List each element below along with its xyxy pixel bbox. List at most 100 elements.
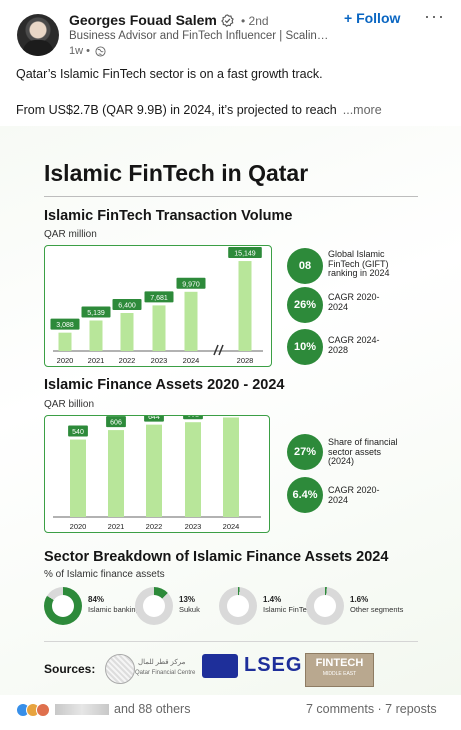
bar-2021 [89,320,103,351]
donut-pct-label: 1.6% [350,595,369,604]
section-title-finance-assets: Islamic Finance Assets 2020 - 2024 [44,377,285,393]
fintech-logo-word: FINTECH [315,657,364,669]
stat-label-cagr-2024-2028: CAGR 2024-2028 [328,335,380,355]
transaction-volume-chart-svg: 3,088 2020 5,139 2021 6,400 2022 7,681 2023 9,97… [50,247,263,365]
data-label-2022: 644 [148,416,160,421]
donut-sukuk [135,587,173,625]
data-label-box-2022 [112,299,142,310]
infographic-title: Islamic FinTech in Qatar [44,160,309,186]
data-label-box-2023 [144,291,174,303]
stat-label-cagr-2020-2024: CAGR 2020-2024 [328,292,380,312]
axis-break-mark [213,344,219,356]
bar-2021 [108,430,124,517]
x-tick-2022: 2022 [119,356,136,365]
bar-2023 [185,422,201,517]
bar-2020 [58,332,72,351]
section-unit-finance-assets: QAR billion [44,399,95,410]
x-tick-2024: 2024 [183,356,200,365]
data-label-box-2028 [228,247,262,259]
stat-circle-cagr-2024-2028: 10% [287,329,323,365]
data-label-box-2024 [176,277,206,289]
data-label-2024: 9,970 [182,281,200,288]
fintech-middle-east-logo: FINTECH MIDDLE EAST [305,653,374,687]
post-text-line-2-content: From US$2.7B (QAR 9.9B) in 2024, it’s pr… [16,103,337,117]
reactor-name-blurred[interactable] [55,704,109,715]
section-title-sector-breakdown: Sector Breakdown of Islamic Finance Asse… [44,549,389,565]
stat-label-assets-cagr: CAGR 2020-2024 [328,485,380,505]
data-label-box-2021 [106,416,126,428]
stat-circle-assets-cagr: 6.4% [287,477,323,513]
qfc-english-name: Qatar Financial Centre [135,670,196,676]
data-label-2020: 540 [72,429,84,436]
see-more-link[interactable]: ...more [342,103,382,117]
connection-degree: • 2nd [241,14,269,28]
bar-2024 [223,417,239,517]
love-reaction-icon[interactable] [36,703,50,717]
donut-islamic-banking [44,587,82,625]
sources-divider [44,641,418,642]
more-options-icon[interactable]: ··· [424,6,445,26]
lseg-logo: LSEG [244,654,303,676]
donut-pct-label: 13% [179,595,196,604]
data-label-box-2023 [183,416,203,420]
lseg-crest-icon [202,654,238,678]
bar-2028 [238,261,252,351]
qfc-logo-icon [105,654,135,684]
data-label-2023: 661 [187,416,199,419]
x-tick-2024: 2024 [223,522,240,531]
data-label-box-2022 [144,416,164,422]
stat-circle-share-of-assets: 27% [287,434,323,470]
bar-2022 [146,424,162,517]
section-unit-transaction-volume: QAR million [44,229,97,240]
social-counts-bar: and 88 others 7 comments · 7 reposts [0,698,461,724]
stat-circle-gift-ranking: 08 [287,248,323,284]
donut-pct-label: 1.4% [263,595,282,604]
finance-assets-chart: 54020206062021644202266120236942024 [44,415,270,533]
x-tick-2020: 2020 [70,522,87,531]
axis-break-mark [218,344,224,356]
post-text-line-2: From US$2.7B (QAR 9.9B) in 2024, it’s pr… [16,103,382,117]
comments-reposts-count[interactable]: 7 comments · 7 reposts [306,702,437,716]
reactions-others-count[interactable]: and 88 others [114,702,191,716]
data-label-2023: 7,681 [150,295,168,302]
stat-label-share-of-assets: Share of financial sector assets (2024) [328,437,398,466]
data-label-box-2021 [81,306,111,318]
data-label-2028: 15,149 [234,251,256,258]
verified-icon [221,14,234,27]
donut-pct-label: 84% [88,595,105,604]
donut-name-label: Sukuk [179,605,200,614]
x-tick-2023: 2023 [151,356,168,365]
donut-name-label: Islamic banking [88,605,140,614]
bar-2024 [184,291,198,351]
globe-icon [95,46,106,57]
stat-circle-cagr-2020-2024: 26% [287,287,323,323]
x-tick-2021: 2021 [108,522,125,531]
author-name[interactable]: Georges Fouad Salem [69,12,217,28]
x-tick-2023: 2023 [185,522,202,531]
x-tick-2028: 2028 [237,356,254,365]
qfc-arabic-name: مركز قطر للمال [138,659,186,666]
author-avatar[interactable] [17,14,59,56]
data-label-2022: 6,400 [118,303,136,310]
x-tick-2020: 2020 [57,356,74,365]
data-label-2021: 606 [110,420,122,427]
post-time: 1w • [69,45,90,57]
data-label-box-2020 [50,318,80,330]
sources-label: Sources: [44,662,96,676]
transaction-volume-chart: 3,088 2020 5,139 2021 6,400 2022 7,681 2023 9,97… [44,245,272,367]
x-tick-2021: 2021 [88,356,105,365]
section-unit-sector-breakdown: % of Islamic finance assets [44,569,165,580]
post-image-infographic[interactable]: Islamic FinTech in Qatar Islamic FinTech… [0,126,461,695]
title-divider [44,196,418,197]
follow-button[interactable]: + Follow [344,10,401,26]
x-tick-2022: 2022 [146,522,163,531]
stat-label-gift-ranking: Global Islamic FinTech (GIFT) ranking in… [328,249,390,278]
donut-other-segments [306,587,344,625]
post-text-line-1: Qatar’s Islamic FinTech sector is on a f… [16,67,323,81]
bar-2022 [120,313,134,351]
author-headline: Business Advisor and FinTech Influencer … [69,30,334,42]
donut-name-label: Islamic FinTech [263,605,315,614]
finance-assets-chart-svg: 54020206062021644202266120236942024 [53,416,261,531]
bar-2020 [70,439,86,517]
fintech-logo-sub: MIDDLE EAST [322,671,357,677]
